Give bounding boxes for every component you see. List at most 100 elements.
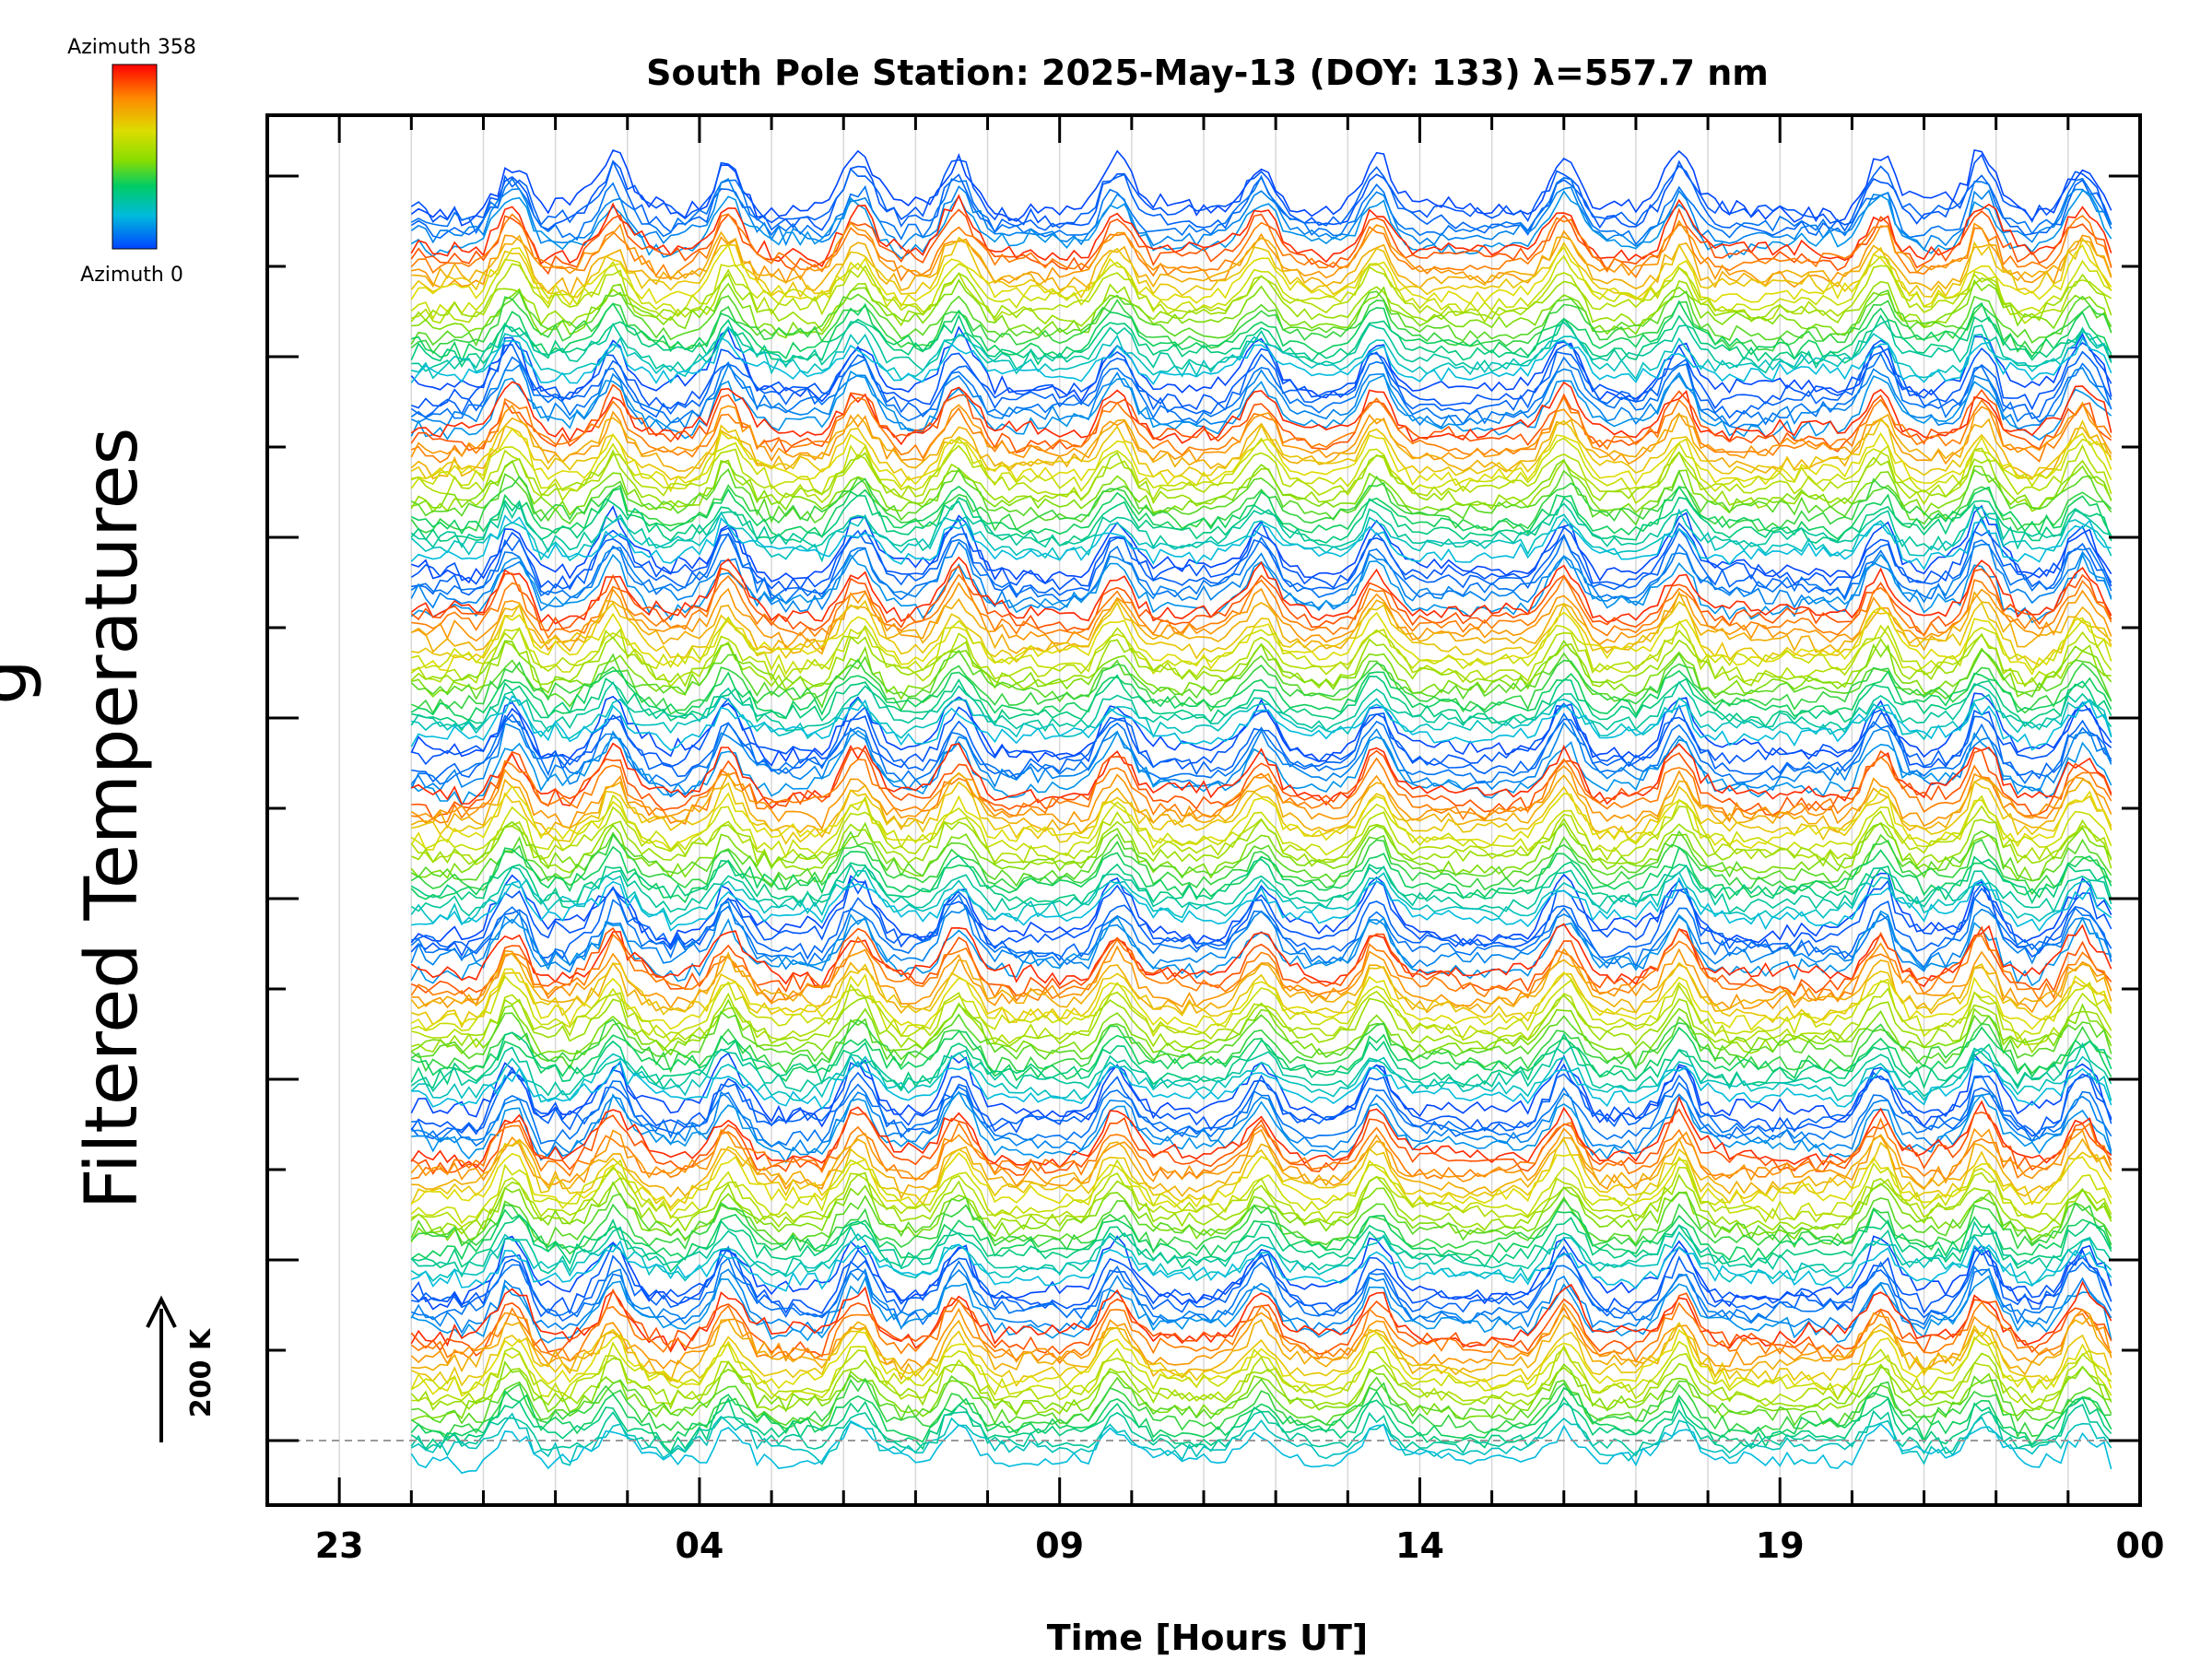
series-line	[410, 854, 2112, 910]
series-line	[410, 784, 2112, 852]
series-line	[411, 1134, 2112, 1200]
x-tick-label: 04	[675, 1525, 724, 1566]
series-line	[411, 278, 2112, 339]
series-line	[410, 506, 2112, 563]
series-line	[410, 335, 2112, 385]
series-line	[411, 325, 2112, 381]
series-line	[411, 1245, 2112, 1323]
series-line	[411, 319, 2112, 374]
series-line	[411, 616, 2112, 676]
series-line	[410, 1419, 2112, 1475]
series-line	[410, 1220, 2112, 1278]
series-line	[410, 1275, 2112, 1344]
x-tick-label: 23	[315, 1525, 364, 1566]
series-line	[410, 695, 2112, 751]
series-line	[410, 794, 2112, 859]
series-line	[410, 863, 2112, 917]
series-line	[410, 669, 2112, 722]
series-line	[410, 845, 2112, 904]
series-line	[410, 771, 2112, 839]
series-line	[410, 213, 2112, 282]
series-line	[411, 693, 2112, 741]
series-line	[410, 532, 2112, 605]
series-line	[410, 869, 2112, 926]
x-tick-label: 00	[2116, 1525, 2165, 1566]
series-line	[410, 1059, 2112, 1137]
series-line	[411, 780, 2112, 845]
series-line	[410, 998, 2112, 1058]
series-line	[411, 606, 2112, 676]
series-line	[410, 951, 2112, 1015]
series-line	[410, 1047, 2112, 1103]
series-line	[410, 363, 2112, 432]
series-line	[410, 516, 2112, 592]
series-line	[410, 721, 2112, 798]
series-line	[410, 437, 2112, 496]
series-line	[410, 923, 2112, 988]
series-line	[411, 1215, 2112, 1273]
series-line	[410, 381, 2112, 446]
series-line	[410, 485, 2112, 540]
series-line	[410, 1352, 2112, 1415]
series-line	[410, 649, 2112, 709]
series-line	[411, 639, 2112, 700]
series-line	[410, 1377, 2112, 1439]
scale-bar-arrowhead	[146, 1295, 177, 1328]
series-line	[410, 817, 2112, 874]
series-line	[411, 443, 2112, 506]
series-line	[411, 877, 2112, 933]
series-line	[410, 313, 2112, 369]
series-line	[410, 1151, 2112, 1212]
series-line	[410, 148, 2112, 227]
series-line	[410, 712, 2112, 789]
series-line	[410, 1235, 2112, 1311]
series-line	[410, 178, 2112, 252]
series-line	[411, 230, 2112, 299]
colorbar-gradient	[112, 64, 158, 250]
series-line	[411, 527, 2112, 601]
series-line	[410, 1018, 2112, 1075]
series-line	[410, 872, 2112, 947]
series-line	[411, 458, 2112, 517]
series-line	[410, 476, 2112, 534]
series-line	[410, 174, 2112, 246]
series-line	[410, 1395, 2112, 1453]
series-line	[410, 1108, 2112, 1176]
series-line	[410, 1322, 2112, 1387]
series-line	[410, 877, 2112, 959]
series-line	[410, 730, 2112, 807]
series-line	[411, 336, 2112, 411]
series-line	[411, 1240, 2112, 1292]
series-line	[410, 514, 2112, 571]
series-line	[410, 1095, 2112, 1169]
series-line	[411, 975, 2112, 1043]
series-line	[410, 1280, 2112, 1353]
series-line	[410, 968, 2112, 1031]
series-line	[410, 1171, 2112, 1235]
scale-bar-label: 200 K	[185, 1327, 218, 1418]
x-axis-label: Time [Hours UT]	[1047, 1618, 1369, 1658]
series-line	[410, 189, 2112, 260]
series-line	[410, 467, 2112, 526]
series-line	[410, 1198, 2112, 1255]
series-line	[411, 994, 2112, 1054]
series-line	[410, 153, 2112, 231]
series-line	[410, 1265, 2112, 1335]
series-line	[411, 573, 2112, 640]
series-line	[411, 961, 2112, 1029]
chart-title: South Pole Station: 2025-May-13 (DOY: 13…	[646, 53, 1769, 93]
series-line	[410, 742, 2112, 809]
series-line	[410, 1127, 2112, 1191]
series-line	[411, 1057, 2112, 1111]
series-line	[410, 765, 2112, 830]
x-tick-label: 09	[1035, 1525, 1084, 1566]
x-ticks: 23 04 09 14 19 00	[265, 115, 2165, 1566]
traces	[410, 148, 2112, 1475]
series-line	[410, 658, 2112, 715]
series-line	[410, 370, 2112, 441]
series-line	[410, 344, 2112, 419]
scale-bar: 200 K	[146, 1295, 218, 1442]
series-line	[411, 428, 2112, 493]
series-line	[411, 1347, 2112, 1407]
